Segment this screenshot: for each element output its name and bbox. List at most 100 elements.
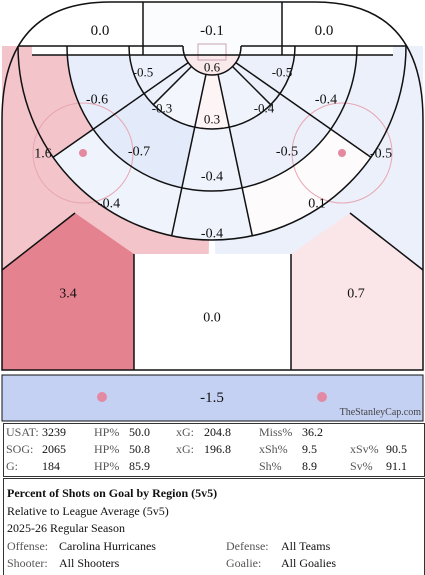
region-value-label: -0.5 xyxy=(133,65,154,80)
shooter-value: All Shooters xyxy=(59,556,120,570)
stat-label: SOG: xyxy=(6,442,34,456)
stats-table: USAT: 3239 HP% 50.0 xG: 204.8 Miss% 36.2 SOG: 206… xyxy=(3,423,425,477)
stat-label: Sh% xyxy=(259,459,282,473)
region-value-label: 0.0 xyxy=(91,23,110,39)
stat-value: 184 xyxy=(42,459,60,473)
ray-divider xyxy=(170,74,207,236)
chart-subtitle: Relative to League Average (5v5) xyxy=(7,504,169,518)
region-zones xyxy=(1,2,424,422)
region-right-point xyxy=(291,213,423,370)
watermark: TheStanleyCap.com xyxy=(340,407,422,418)
region-value-label: 0.0 xyxy=(315,23,334,39)
region-value-label: -0.6 xyxy=(86,93,108,108)
region-left-point xyxy=(2,213,134,370)
region-value-label: 0.3 xyxy=(204,112,220,127)
zone-outlines xyxy=(1,1,424,371)
region-mid-ring-left-high xyxy=(93,93,195,188)
point-divider xyxy=(349,212,424,271)
goalie-value: All Goalies xyxy=(281,556,336,570)
stats-row: USAT: 3239 HP% 50.0 xG: 204.8 Miss% 36.2 xyxy=(4,424,424,441)
ring-arc xyxy=(66,45,358,192)
stats-row: G: 184 HP% 85.9 Sh% 8.9 Sv% 91.1 xyxy=(4,458,424,475)
neutral-faceoff-dot xyxy=(317,392,327,402)
region-value-label: -0.3 xyxy=(152,101,173,116)
defense-value: All Teams xyxy=(281,539,331,553)
stat-label: HP% xyxy=(94,425,120,439)
region-neutral-zone xyxy=(1,374,424,422)
defense-label: Defense: xyxy=(226,539,269,553)
region-high-slot xyxy=(171,187,253,240)
region-value-label: 0.1 xyxy=(308,197,326,212)
stat-value: 85.9 xyxy=(129,459,150,473)
ring-arc xyxy=(128,45,296,130)
stat-value: 3239 xyxy=(42,425,66,439)
stat-value: 91.1 xyxy=(386,459,407,473)
rink-boundary xyxy=(1,1,424,371)
stat-label: xSv% xyxy=(350,442,379,456)
ring-arc xyxy=(182,45,242,76)
neutral-faceoff-dot xyxy=(97,392,107,402)
stat-value: 204.8 xyxy=(204,425,231,439)
rink-markings xyxy=(32,43,393,204)
goal-net xyxy=(197,43,227,61)
faceoff-circle xyxy=(291,102,393,204)
stat-label: Sv% xyxy=(350,459,373,473)
stat-label: HP% xyxy=(94,442,120,456)
region-value-label: 3.4 xyxy=(59,287,77,302)
stat-label: Miss% xyxy=(259,425,293,439)
region-value-label: -1.5 xyxy=(200,390,224,406)
region-inner-ring-right-high xyxy=(218,66,271,128)
stat-value: 9.5 xyxy=(302,442,317,456)
region-value-label: 1.6 xyxy=(34,147,52,162)
stats-row: SOG: 2065 HP% 50.8 xG: 196.8 xSh% 9.5 xSv% 90.5 xyxy=(4,441,424,458)
point-divider xyxy=(1,212,76,271)
offense-value: Carolina Hurricanes xyxy=(59,539,156,553)
region-value-label: -0.4 xyxy=(201,170,223,185)
stat-label: G: xyxy=(6,459,18,473)
stat-value: 50.0 xyxy=(129,425,150,439)
faceoff-circle xyxy=(32,102,134,204)
region-inner-ring-left-low xyxy=(129,46,192,105)
region-behind-net-right xyxy=(282,2,393,55)
region-value-label: -0.5 xyxy=(370,147,392,162)
region-center-point xyxy=(134,254,291,370)
region-value-labels: 0.0 -0.1 0.0 0.6 -0.5 -0.5 -0.3 -0.4 0.3 -0.6 -0.4… xyxy=(34,23,392,406)
ray-divider xyxy=(235,62,372,158)
ray-divider xyxy=(152,65,193,106)
ray-divider xyxy=(231,65,272,106)
region-value-label: -0.1 xyxy=(200,23,224,39)
goalie-label: Goalie: xyxy=(226,556,262,570)
region-outer-ring-right xyxy=(242,129,371,236)
region-value-label: -0.5 xyxy=(272,65,293,80)
region-mid-ring-right-high xyxy=(229,93,331,188)
ray-divider xyxy=(52,62,189,158)
stat-value: 2065 xyxy=(42,442,66,456)
shot-region-chart: 0.0 -0.1 0.0 0.6 -0.5 -0.5 -0.3 -0.4 0.3 -0.6 -0.4… xyxy=(1,1,424,422)
region-value-label: -0.7 xyxy=(128,145,150,160)
stat-label: xSh% xyxy=(259,442,288,456)
chart-legend: Percent of Shots on Goal by Region (5v5)… xyxy=(3,478,425,575)
faceoff-dot xyxy=(79,149,87,157)
stat-label: HP% xyxy=(94,459,120,473)
stat-value: 8.9 xyxy=(302,459,317,473)
season-label: 2025-26 Regular Season xyxy=(7,521,125,535)
region-value-label: -0.4 xyxy=(98,197,120,212)
region-value-label: 0.7 xyxy=(347,287,365,302)
region-inner-ring-right-low xyxy=(232,46,295,105)
region-mid-ring-right-low xyxy=(279,46,357,130)
region-value-label: -0.5 xyxy=(276,145,298,160)
shooter-label: Shooter: xyxy=(7,556,48,570)
ray-divider xyxy=(217,74,254,236)
region-mid-ring-left-low xyxy=(66,46,145,130)
stat-value: 90.5 xyxy=(386,442,407,456)
stat-value: 50.8 xyxy=(129,442,150,456)
region-value-label: 0.6 xyxy=(204,60,221,75)
offense-label: Offense: xyxy=(7,539,49,553)
region-behind-net-left xyxy=(32,2,143,55)
region-value-label: -0.4 xyxy=(254,101,275,116)
stat-value: 196.8 xyxy=(204,442,231,456)
region-mid-slot-center xyxy=(181,127,243,191)
region-value-label: 0.0 xyxy=(203,311,221,326)
region-value-label: -0.4 xyxy=(201,227,223,242)
region-inner-ring-left-high xyxy=(153,66,206,128)
